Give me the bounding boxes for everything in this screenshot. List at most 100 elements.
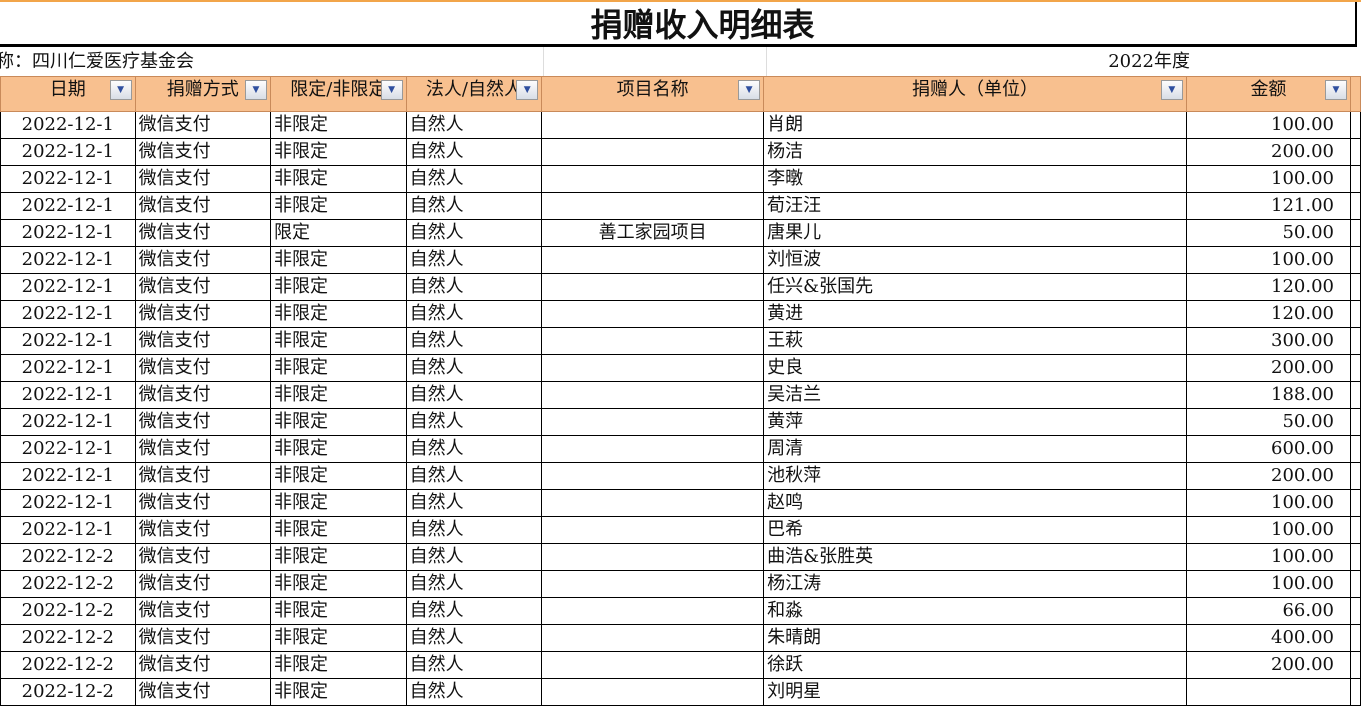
cell-project[interactable]: [541, 408, 765, 436]
cell-method[interactable]: 微信支付: [134, 165, 271, 193]
cell-donor-type[interactable]: 自然人: [405, 165, 543, 193]
cell-date[interactable]: 2022-12-2: [0, 651, 136, 679]
cell-extra[interactable]: [1349, 651, 1361, 679]
cell-project[interactable]: [541, 381, 765, 409]
cell-date[interactable]: 2022-12-1: [0, 489, 136, 517]
cell-donor[interactable]: 任兴&张国先: [763, 273, 1187, 301]
cell-method[interactable]: 微信支付: [134, 381, 271, 409]
cell-restriction[interactable]: 非限定: [269, 165, 407, 193]
cell-restriction[interactable]: 非限定: [269, 678, 407, 706]
cell-restriction[interactable]: 非限定: [269, 354, 407, 382]
cell-donor-type[interactable]: 自然人: [405, 219, 543, 247]
cell-amount[interactable]: 100.00: [1185, 516, 1351, 544]
cell-amount[interactable]: [1185, 678, 1351, 706]
cell-project[interactable]: [541, 543, 765, 571]
cell-method[interactable]: 微信支付: [134, 111, 271, 139]
cell-donor[interactable]: 刘恒波: [763, 246, 1187, 274]
cell-restriction[interactable]: 非限定: [269, 516, 407, 544]
cell-amount[interactable]: 100.00: [1185, 111, 1351, 139]
cell-restriction[interactable]: 非限定: [269, 408, 407, 436]
cell-project[interactable]: 善工家园项目: [541, 219, 765, 247]
cell-method[interactable]: 微信支付: [134, 570, 271, 598]
cell-date[interactable]: 2022-12-1: [0, 111, 136, 139]
cell-extra[interactable]: [1349, 570, 1361, 598]
cell-amount[interactable]: 100.00: [1185, 246, 1351, 274]
cell-project[interactable]: [541, 327, 765, 355]
cell-method[interactable]: 微信支付: [134, 624, 271, 652]
cell-method[interactable]: 微信支付: [134, 489, 271, 517]
cell-project[interactable]: [541, 462, 765, 490]
cell-donor-type[interactable]: 自然人: [405, 327, 543, 355]
cell-donor[interactable]: 杨江涛: [763, 570, 1187, 598]
cell-donor[interactable]: 巴希: [763, 516, 1187, 544]
cell-date[interactable]: 2022-12-1: [0, 300, 136, 328]
filter-dropdown-icon[interactable]: ▼: [738, 80, 761, 100]
cell-extra[interactable]: [1349, 300, 1361, 328]
cell-amount[interactable]: 300.00: [1185, 327, 1351, 355]
filter-dropdown-icon[interactable]: ▼: [1160, 80, 1183, 100]
cell-project[interactable]: [541, 300, 765, 328]
cell-donor-type[interactable]: 自然人: [405, 300, 543, 328]
cell-project[interactable]: [541, 489, 765, 517]
cell-extra[interactable]: [1349, 354, 1361, 382]
cell-amount[interactable]: 200.00: [1185, 462, 1351, 490]
cell-method[interactable]: 微信支付: [134, 597, 271, 625]
cell-date[interactable]: 2022-12-1: [0, 165, 136, 193]
cell-donor-type[interactable]: 自然人: [405, 192, 543, 220]
cell-amount[interactable]: 66.00: [1185, 597, 1351, 625]
cell-restriction[interactable]: 非限定: [269, 624, 407, 652]
cell-donor-type[interactable]: 自然人: [405, 435, 543, 463]
cell-date[interactable]: 2022-12-1: [0, 246, 136, 274]
cell-donor[interactable]: 刘明星: [763, 678, 1187, 706]
cell-date[interactable]: 2022-12-2: [0, 624, 136, 652]
cell-donor-type[interactable]: 自然人: [405, 543, 543, 571]
cell-amount[interactable]: 50.00: [1185, 219, 1351, 247]
cell-project[interactable]: [541, 354, 765, 382]
cell-donor[interactable]: 周清: [763, 435, 1187, 463]
cell-donor[interactable]: 肖朗: [763, 111, 1187, 139]
cell-project[interactable]: [541, 165, 765, 193]
filter-dropdown-icon[interactable]: ▼: [380, 80, 403, 100]
cell-donor[interactable]: 荀汪汪: [763, 192, 1187, 220]
cell-donor[interactable]: 朱晴朗: [763, 624, 1187, 652]
cell-extra[interactable]: [1349, 408, 1361, 436]
cell-donor[interactable]: 唐果儿: [763, 219, 1187, 247]
cell-method[interactable]: 微信支付: [134, 273, 271, 301]
cell-donor-type[interactable]: 自然人: [405, 246, 543, 274]
cell-extra[interactable]: [1349, 489, 1361, 517]
cell-project[interactable]: [541, 138, 765, 166]
cell-extra[interactable]: [1349, 327, 1361, 355]
cell-extra[interactable]: [1349, 678, 1361, 706]
cell-extra[interactable]: [1349, 273, 1361, 301]
cell-donor[interactable]: 池秋萍: [763, 462, 1187, 490]
cell-donor-type[interactable]: 自然人: [405, 624, 543, 652]
cell-extra[interactable]: [1349, 138, 1361, 166]
cell-donor[interactable]: 黄进: [763, 300, 1187, 328]
cell-date[interactable]: 2022-12-2: [0, 570, 136, 598]
cell-extra[interactable]: [1349, 462, 1361, 490]
cell-amount[interactable]: 50.00: [1185, 408, 1351, 436]
cell-method[interactable]: 微信支付: [134, 435, 271, 463]
cell-method[interactable]: 微信支付: [134, 138, 271, 166]
cell-donor-type[interactable]: 自然人: [405, 273, 543, 301]
cell-restriction[interactable]: 非限定: [269, 246, 407, 274]
cell-method[interactable]: 微信支付: [134, 651, 271, 679]
cell-restriction[interactable]: 非限定: [269, 570, 407, 598]
cell-date[interactable]: 2022-12-1: [0, 138, 136, 166]
cell-restriction[interactable]: 非限定: [269, 273, 407, 301]
cell-date[interactable]: 2022-12-2: [0, 678, 136, 706]
cell-method[interactable]: 微信支付: [134, 219, 271, 247]
cell-amount[interactable]: 200.00: [1185, 138, 1351, 166]
cell-restriction[interactable]: 非限定: [269, 489, 407, 517]
cell-donor-type[interactable]: 自然人: [405, 381, 543, 409]
cell-method[interactable]: 微信支付: [134, 408, 271, 436]
cell-method[interactable]: 微信支付: [134, 678, 271, 706]
cell-restriction[interactable]: 非限定: [269, 651, 407, 679]
cell-donor-type[interactable]: 自然人: [405, 678, 543, 706]
cell-project[interactable]: [541, 246, 765, 274]
cell-extra[interactable]: [1349, 516, 1361, 544]
cell-project[interactable]: [541, 435, 765, 463]
cell-extra[interactable]: [1349, 192, 1361, 220]
cell-donor-type[interactable]: 自然人: [405, 138, 543, 166]
cell-project[interactable]: [541, 273, 765, 301]
